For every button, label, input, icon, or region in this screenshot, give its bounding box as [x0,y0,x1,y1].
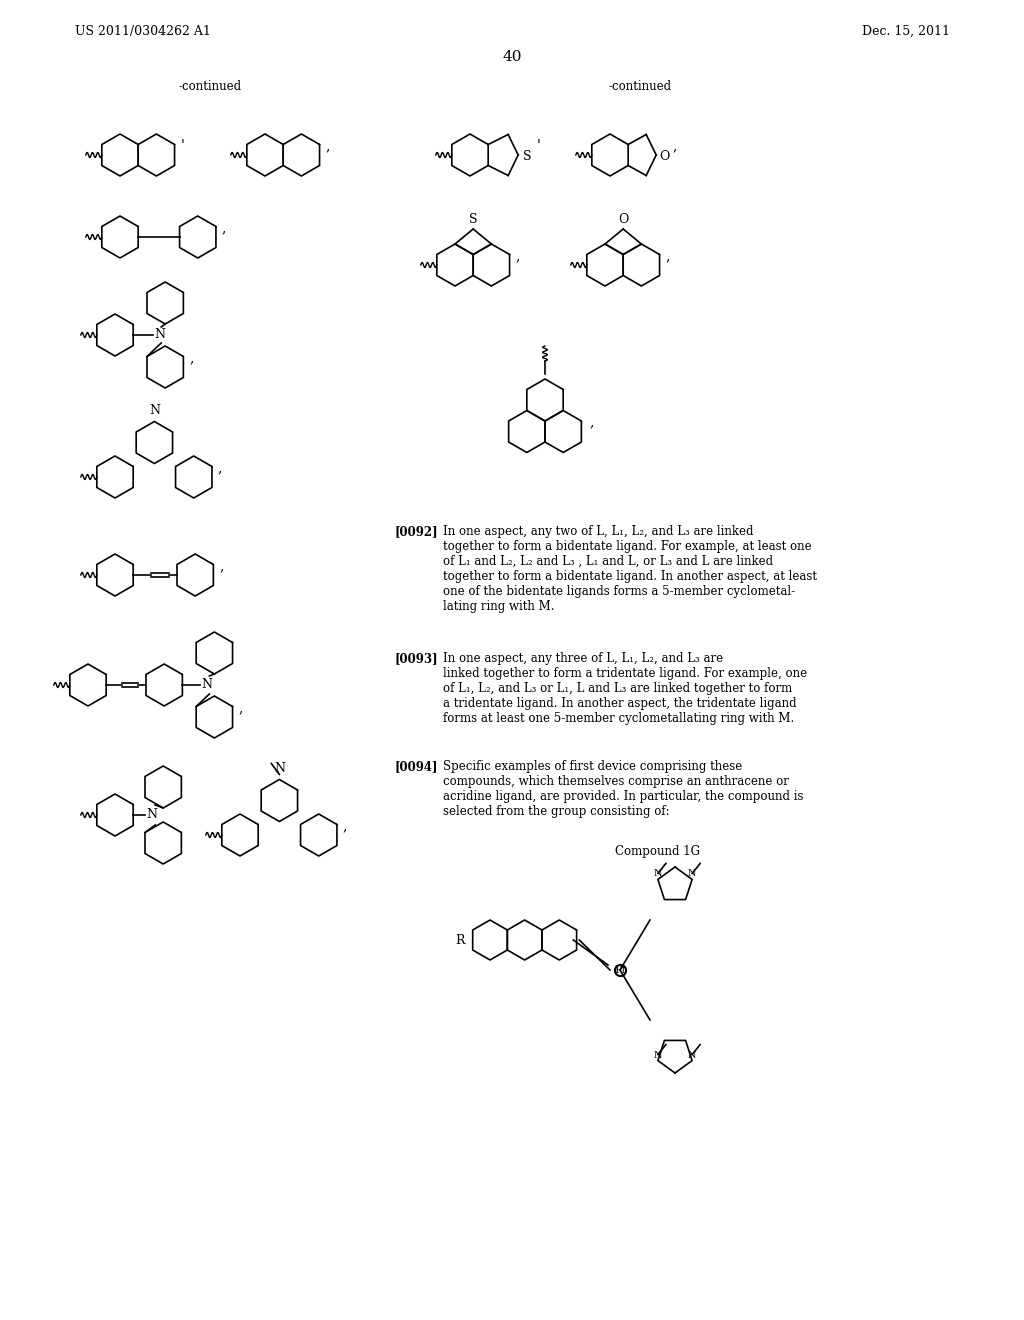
Text: N: N [155,329,165,342]
Text: ,: , [239,701,243,715]
Text: US 2011/0304262 A1: US 2011/0304262 A1 [75,25,211,38]
Text: -continued: -continued [608,81,672,92]
Text: N: N [688,1051,696,1060]
Text: In one aspect, any two of L, L₁, L₂, and L₃ are linked
together to form a bident: In one aspect, any two of L, L₁, L₂, and… [443,525,817,612]
Text: ,: , [222,220,226,235]
Text: Compound 1G: Compound 1G [615,845,700,858]
Text: [0093]: [0093] [395,652,438,665]
Text: ,: , [589,416,594,429]
Text: In one aspect, any three of L, L₁, L₂, and L₃ are
linked together to form a trid: In one aspect, any three of L, L₁, L₂, a… [443,652,807,725]
Text: ,: , [666,249,670,263]
Text: ,: , [326,139,330,153]
Text: N: N [653,870,663,878]
Text: O: O [659,150,670,164]
Text: N: N [148,404,160,417]
Text: ,: , [343,818,347,833]
Text: ,: , [189,351,194,366]
Text: ': ' [180,139,184,153]
Text: [0092]: [0092] [395,525,438,539]
Text: -continued: -continued [178,81,242,92]
Text: S: S [523,150,531,164]
Text: N: N [273,762,285,775]
Text: [0094]: [0094] [395,760,438,774]
Text: N: N [653,1051,663,1060]
Text: ,: , [219,558,223,573]
Text: ': ' [537,139,540,153]
Text: N: N [146,808,158,821]
Text: Pt: Pt [614,965,626,975]
Text: N: N [688,870,696,878]
Text: O: O [618,213,629,226]
Text: Dec. 15, 2011: Dec. 15, 2011 [862,25,950,38]
Text: ,: , [672,139,677,153]
Text: ,: , [218,461,222,475]
Text: ,: , [515,249,520,263]
Text: N: N [202,678,212,692]
Text: 40: 40 [502,50,522,63]
Text: S: S [469,213,477,226]
Text: Specific examples of first device comprising these
compounds, which themselves c: Specific examples of first device compri… [443,760,804,818]
Text: R: R [456,933,465,946]
